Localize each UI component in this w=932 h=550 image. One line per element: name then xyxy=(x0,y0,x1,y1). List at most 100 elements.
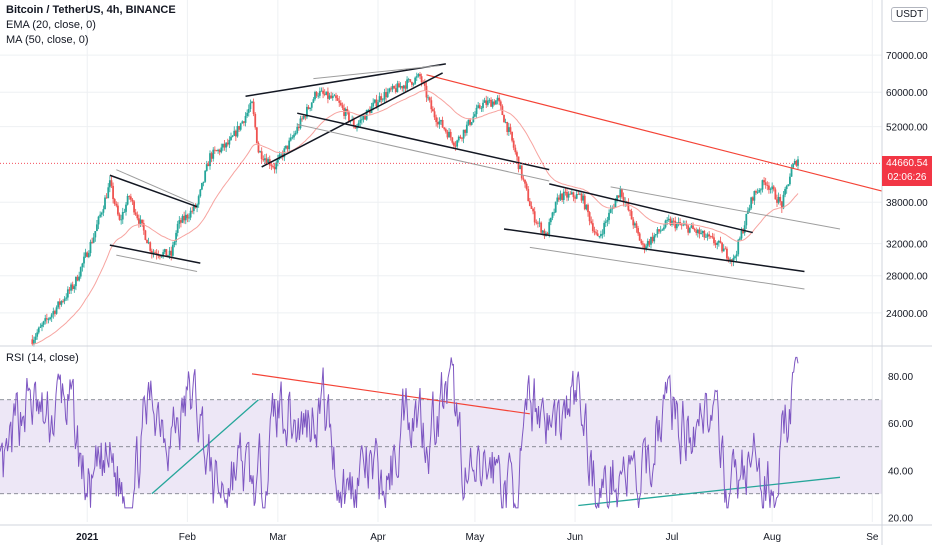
candle-body xyxy=(428,97,431,101)
candle-body xyxy=(142,223,145,231)
candle-body xyxy=(535,222,538,224)
price-trendline xyxy=(297,123,550,182)
candle-body xyxy=(784,189,786,195)
candle-body xyxy=(570,192,573,195)
candle-body xyxy=(189,210,192,218)
candle-body xyxy=(793,160,796,165)
candle-body xyxy=(113,199,116,204)
candle-body xyxy=(753,191,756,201)
candle-body xyxy=(131,199,134,202)
candle-body xyxy=(495,100,497,105)
candle-body xyxy=(604,221,607,223)
candle-body xyxy=(417,74,420,77)
candle-body xyxy=(86,252,89,258)
candle-body xyxy=(619,189,622,198)
rsi-line xyxy=(0,356,799,510)
candle-body xyxy=(688,227,691,233)
candle-body xyxy=(152,252,155,254)
candle-body xyxy=(209,153,211,167)
candle-body xyxy=(538,222,541,224)
candle-body xyxy=(562,191,565,200)
candle-body xyxy=(680,224,683,226)
candle-body xyxy=(642,243,644,245)
candle-body xyxy=(123,211,126,213)
candle-body xyxy=(34,336,37,340)
last-price-label: 44660.54 02:06:26 xyxy=(882,156,932,187)
candle-body xyxy=(708,234,711,237)
candle-body xyxy=(427,97,429,99)
candle-body xyxy=(367,109,370,111)
candle-body xyxy=(141,219,144,224)
candle-body xyxy=(727,258,730,261)
candle-body xyxy=(58,301,61,305)
candle-body xyxy=(401,86,404,89)
candle-body xyxy=(163,249,166,253)
price-trendline xyxy=(109,244,201,264)
candle-body xyxy=(462,129,465,139)
candle-body xyxy=(247,109,250,113)
currency-label[interactable]: USDT xyxy=(891,7,929,22)
candle-body xyxy=(317,95,320,97)
candle-body xyxy=(777,196,780,203)
candle-body xyxy=(278,154,281,159)
candle-body xyxy=(304,115,307,118)
candle-body xyxy=(183,215,186,221)
candle-body xyxy=(553,212,555,214)
rsi-tick-label: 20.00 xyxy=(888,513,913,524)
candle-body xyxy=(672,220,675,222)
candle-body xyxy=(220,147,223,153)
candle-body xyxy=(107,187,110,199)
candle-body xyxy=(603,222,606,234)
trendlines[interactable] xyxy=(0,63,883,507)
price-tick-label: 38000.00 xyxy=(886,198,928,209)
candle-body xyxy=(375,99,378,107)
candle-body xyxy=(63,298,66,302)
candle-body xyxy=(774,189,777,200)
candle-body xyxy=(511,131,513,141)
candle-body xyxy=(241,121,244,124)
candle-body xyxy=(540,222,543,233)
candle-body xyxy=(617,195,620,198)
candle-body xyxy=(621,189,623,197)
candle-body xyxy=(92,237,95,243)
candle-body xyxy=(685,224,688,226)
candle-body xyxy=(362,115,365,120)
candle-body xyxy=(780,201,783,209)
candle-body xyxy=(147,242,150,244)
candle-body xyxy=(331,96,334,99)
candle-body xyxy=(55,307,58,314)
candle-body xyxy=(491,101,494,107)
candle-body xyxy=(117,205,119,215)
candle-body xyxy=(204,170,207,182)
candle-body xyxy=(514,147,517,153)
candle-body xyxy=(638,233,641,241)
candle-body xyxy=(743,225,746,233)
candle-body xyxy=(438,121,441,125)
price-tick-label: 60000.00 xyxy=(886,88,928,99)
candle-body xyxy=(587,204,589,213)
candle-body xyxy=(640,240,643,244)
candle-body xyxy=(659,230,662,232)
ema-legend[interactable]: EMA (20, close, 0) xyxy=(6,19,96,31)
candle-body xyxy=(225,142,228,148)
candle-body xyxy=(404,85,407,89)
ma-legend[interactable]: MA (50, close, 0) xyxy=(6,34,89,46)
time-tick-label: Mar xyxy=(269,532,287,543)
candle-body xyxy=(682,224,685,226)
candle-body xyxy=(608,212,610,221)
candle-body xyxy=(338,100,341,103)
rsi-legend[interactable]: RSI (14, close) xyxy=(6,352,79,364)
time-tick-label: Jul xyxy=(666,532,679,543)
candle-body xyxy=(772,186,775,190)
candle-body xyxy=(307,106,310,109)
candle-body xyxy=(520,165,523,179)
time-tick-label: Jun xyxy=(567,532,583,543)
candle-body xyxy=(133,201,135,213)
candle-body xyxy=(96,224,98,232)
candle-body xyxy=(99,214,102,217)
candle-body xyxy=(675,223,678,229)
candle-body xyxy=(37,327,40,333)
candle-body xyxy=(693,228,696,231)
candle-body xyxy=(260,151,263,160)
